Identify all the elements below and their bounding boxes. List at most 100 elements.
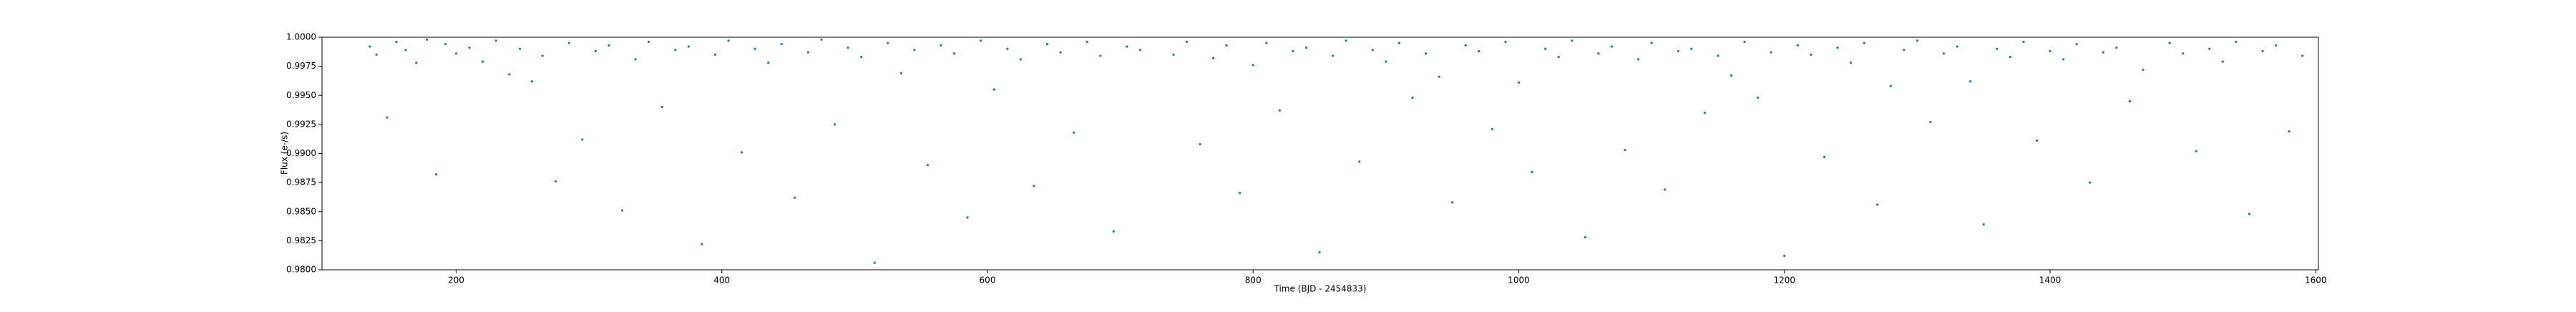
x-tick-label: 1400	[2039, 276, 2062, 286]
data-point	[518, 47, 522, 50]
data-point	[1304, 47, 1308, 49]
data-point	[2221, 60, 2224, 63]
data-point	[369, 45, 371, 48]
data-point	[567, 42, 570, 44]
data-point	[1836, 47, 1839, 49]
data-point	[1252, 64, 1254, 67]
data-point	[2248, 213, 2251, 215]
data-point	[375, 53, 378, 56]
y-tick-label: 1.0000	[286, 32, 316, 42]
data-point	[581, 138, 584, 141]
data-point	[873, 261, 876, 264]
data-point	[1225, 44, 1228, 47]
data-point	[1783, 254, 1786, 258]
data-point	[1112, 230, 1115, 233]
x-tick-label: 400	[713, 276, 730, 286]
data-point	[727, 39, 730, 42]
data-point	[1006, 47, 1009, 50]
data-point	[780, 43, 783, 46]
data-point	[687, 45, 690, 48]
data-point	[508, 73, 511, 76]
data-point	[1239, 192, 1241, 195]
data-point	[847, 47, 849, 49]
data-point	[494, 39, 497, 42]
data-point	[541, 54, 544, 57]
data-point	[1703, 112, 1706, 114]
data-point	[1126, 45, 1128, 48]
data-point	[926, 164, 930, 167]
data-point	[2301, 54, 2304, 57]
data-point	[426, 38, 429, 41]
y-tick-label: 0.9925	[286, 119, 316, 129]
data-point	[1903, 49, 1906, 52]
data-point	[1544, 47, 1547, 50]
data-point	[1729, 74, 1733, 77]
data-point	[1138, 49, 1142, 52]
data-point	[2235, 40, 2238, 44]
data-point	[1045, 43, 1049, 46]
data-point	[740, 151, 743, 154]
data-point	[1033, 185, 1035, 187]
data-point	[1876, 203, 1879, 206]
data-point	[1956, 45, 1958, 48]
data-point	[1085, 40, 1088, 44]
x-tick-label: 1200	[1773, 276, 1795, 286]
data-point	[1371, 49, 1374, 52]
data-point	[444, 43, 447, 46]
data-point	[1610, 45, 1614, 48]
data-point	[1059, 51, 1062, 54]
x-axis-label: Time (BJD - 2454833)	[1274, 284, 1367, 294]
data-point	[2009, 56, 2011, 59]
data-point	[594, 49, 597, 53]
data-point	[1650, 42, 1653, 44]
data-point	[634, 58, 637, 61]
data-point	[966, 216, 969, 219]
data-point	[1265, 42, 1268, 44]
data-point	[992, 88, 995, 91]
y-tick-label: 0.9850	[286, 206, 316, 216]
data-point	[415, 62, 418, 64]
data-point	[2168, 42, 2171, 44]
data-point	[2261, 49, 2264, 53]
data-point	[913, 49, 916, 52]
data-point	[1278, 109, 1281, 112]
data-point	[435, 173, 438, 176]
data-point	[482, 60, 484, 63]
x-tick-label: 600	[980, 276, 996, 286]
data-point	[1517, 81, 1521, 84]
data-point	[660, 105, 663, 109]
data-point	[1757, 96, 1760, 99]
data-point	[1099, 54, 1102, 57]
data-point	[2142, 68, 2145, 72]
data-point	[1318, 251, 1321, 254]
y-tick-label: 0.9875	[286, 177, 316, 187]
data-point	[2075, 43, 2078, 46]
data-point	[1451, 201, 1454, 204]
data-point	[1636, 58, 1640, 61]
data-point	[2274, 44, 2278, 47]
data-point	[860, 56, 863, 59]
data-point	[1292, 49, 1294, 53]
data-point	[468, 47, 471, 49]
data-point	[2115, 47, 2118, 49]
data-point	[454, 52, 458, 55]
data-point	[2089, 181, 2092, 184]
data-point	[887, 42, 889, 44]
y-axis-label: Flux (e-/s)	[280, 132, 290, 175]
data-point	[806, 51, 810, 54]
data-point	[1717, 54, 1719, 57]
data-point	[1677, 49, 1679, 53]
data-point	[608, 44, 610, 47]
data-point	[980, 39, 982, 42]
data-point	[1863, 42, 1865, 44]
data-point	[1424, 52, 1428, 55]
y-tick-label: 0.9950	[286, 90, 316, 100]
data-point	[701, 243, 703, 245]
data-point	[899, 72, 902, 74]
data-point	[1438, 75, 1440, 78]
data-point	[1690, 47, 1693, 50]
data-point	[940, 44, 942, 47]
x-tick-label: 1600	[2305, 276, 2327, 286]
data-point	[767, 62, 770, 64]
